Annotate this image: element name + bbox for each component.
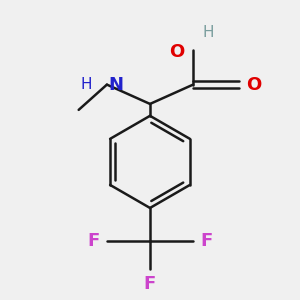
Text: F: F xyxy=(87,232,100,250)
Text: H: H xyxy=(80,77,92,92)
Text: H: H xyxy=(202,25,214,40)
Text: F: F xyxy=(144,275,156,293)
Text: O: O xyxy=(247,76,262,94)
Text: O: O xyxy=(169,43,184,61)
Text: F: F xyxy=(200,232,213,250)
Text: N: N xyxy=(108,76,123,94)
